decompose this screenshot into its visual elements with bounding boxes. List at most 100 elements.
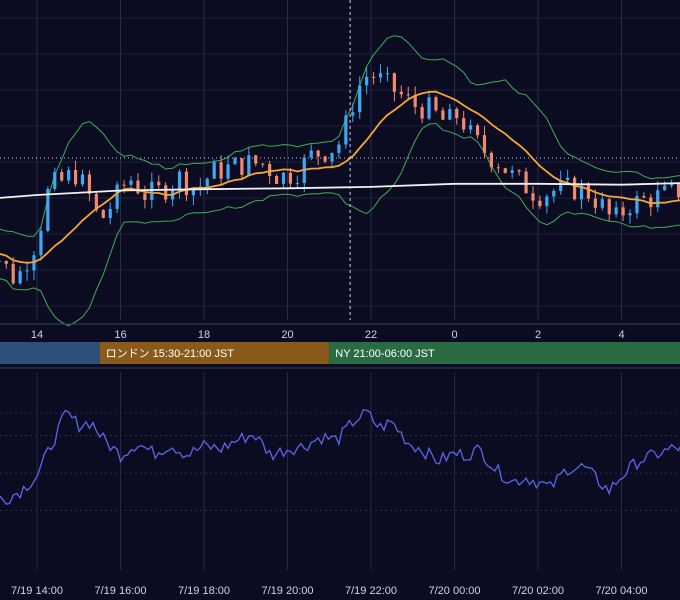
- candle-body: [115, 184, 119, 209]
- candle-body: [663, 185, 667, 191]
- x-tick-label: 20: [281, 329, 293, 341]
- candle-body: [295, 183, 299, 185]
- candle-body: [240, 158, 244, 175]
- candle-body: [614, 207, 618, 215]
- candle-body: [233, 158, 237, 165]
- candle-body: [191, 190, 195, 196]
- x-tick-label: 16: [114, 329, 126, 341]
- candle-body: [642, 196, 646, 198]
- candle-body: [11, 263, 15, 284]
- candle-body: [143, 193, 147, 200]
- candle-body: [552, 190, 556, 197]
- candle-body: [337, 144, 341, 153]
- candle-body: [344, 115, 348, 145]
- candle-body: [39, 230, 43, 256]
- candle-body: [46, 188, 50, 231]
- candle-body: [566, 177, 570, 181]
- candle-body: [469, 125, 473, 130]
- candle-body: [365, 76, 369, 86]
- candle-body: [157, 181, 161, 186]
- fast-moving-average: [0, 90, 680, 264]
- candle-body: [73, 170, 78, 185]
- candle-body: [101, 210, 105, 218]
- candle-body: [628, 213, 632, 216]
- candle-body: [53, 172, 57, 189]
- candle-body: [205, 178, 209, 187]
- candle-body: [87, 174, 92, 194]
- x-tick-label: 7/19 14:00: [11, 585, 63, 597]
- x-tick-label: 7/20 02:00: [512, 585, 564, 597]
- candle-body: [656, 190, 660, 208]
- candle-body: [261, 163, 265, 165]
- oscillator: [0, 408, 680, 505]
- candle-body: [330, 152, 334, 162]
- slow-moving-average: [0, 182, 680, 199]
- x-tick-label: 7/19 16:00: [95, 585, 147, 597]
- candle-body: [268, 163, 272, 176]
- moving-averages: [0, 90, 680, 264]
- candle-body: [545, 196, 549, 207]
- oscillator-grid: [0, 372, 680, 570]
- candle-body: [455, 108, 459, 119]
- candle-body: [448, 108, 452, 120]
- candle-body: [358, 85, 362, 113]
- session-label: NY 21:00-06:00 JST: [335, 348, 435, 360]
- candle-body: [496, 167, 500, 169]
- candle-body: [351, 112, 355, 116]
- oscillator-line: [0, 408, 680, 505]
- oscillator-x-axis: 7/19 14:00 7/19 16:00 7/19 18:00 7/19 20:00…: [11, 585, 648, 597]
- candle-body: [503, 168, 507, 173]
- candle-body: [572, 177, 577, 200]
- candle-body: [676, 183, 680, 198]
- session-block: [0, 342, 100, 364]
- candlesticks: [0, 64, 680, 286]
- candle-body: [406, 94, 410, 96]
- candle-body: [489, 152, 494, 168]
- candle-body: [420, 107, 424, 119]
- candle-body: [434, 97, 438, 111]
- x-tick-label: 7/19 22:00: [345, 585, 397, 597]
- x-tick-label: 14: [31, 329, 43, 341]
- price-grid: [0, 0, 680, 320]
- candle-body: [274, 175, 279, 184]
- candle-body: [392, 73, 396, 92]
- candle-body: [219, 162, 223, 179]
- candle-body: [607, 199, 611, 215]
- candle-body: [281, 172, 286, 184]
- candle-body: [316, 150, 320, 157]
- session-block: [99, 342, 330, 364]
- candle-body: [226, 164, 230, 179]
- candle-body: [129, 180, 133, 185]
- x-tick-label: 2: [535, 329, 541, 341]
- candle-body: [635, 196, 639, 214]
- candle-body: [385, 73, 390, 75]
- x-tick-label: 0: [451, 329, 457, 341]
- session-label: ロンドン 15:30-21:00 JST: [106, 348, 235, 360]
- candle-body: [510, 170, 514, 173]
- candle-body: [475, 125, 480, 136]
- candle-body: [462, 118, 466, 130]
- candle-body: [177, 171, 182, 190]
- candle-body: [18, 271, 22, 284]
- candle-body: [122, 184, 126, 186]
- candle-body: [323, 156, 327, 162]
- candle-body: [538, 200, 542, 207]
- candle-body: [136, 180, 140, 194]
- candle-body: [378, 73, 383, 78]
- candle-body: [531, 193, 535, 201]
- candle-body: [621, 207, 625, 216]
- lower-band: [0, 122, 680, 327]
- candle-body: [586, 185, 591, 199]
- x-tick-label: 7/20 00:00: [429, 585, 481, 597]
- candle-body: [80, 174, 85, 185]
- upper-band: [0, 35, 680, 237]
- x-tick-label: 22: [365, 329, 377, 341]
- session-bar: ロンドン 15:30-21:00 JST NY 21:00-06:00 JST: [0, 342, 680, 369]
- candle-body: [94, 193, 98, 211]
- candle-body: [600, 199, 604, 208]
- candle-body: [4, 260, 8, 264]
- x-tick-label: 7/19 18:00: [178, 585, 230, 597]
- candle-body: [579, 185, 584, 200]
